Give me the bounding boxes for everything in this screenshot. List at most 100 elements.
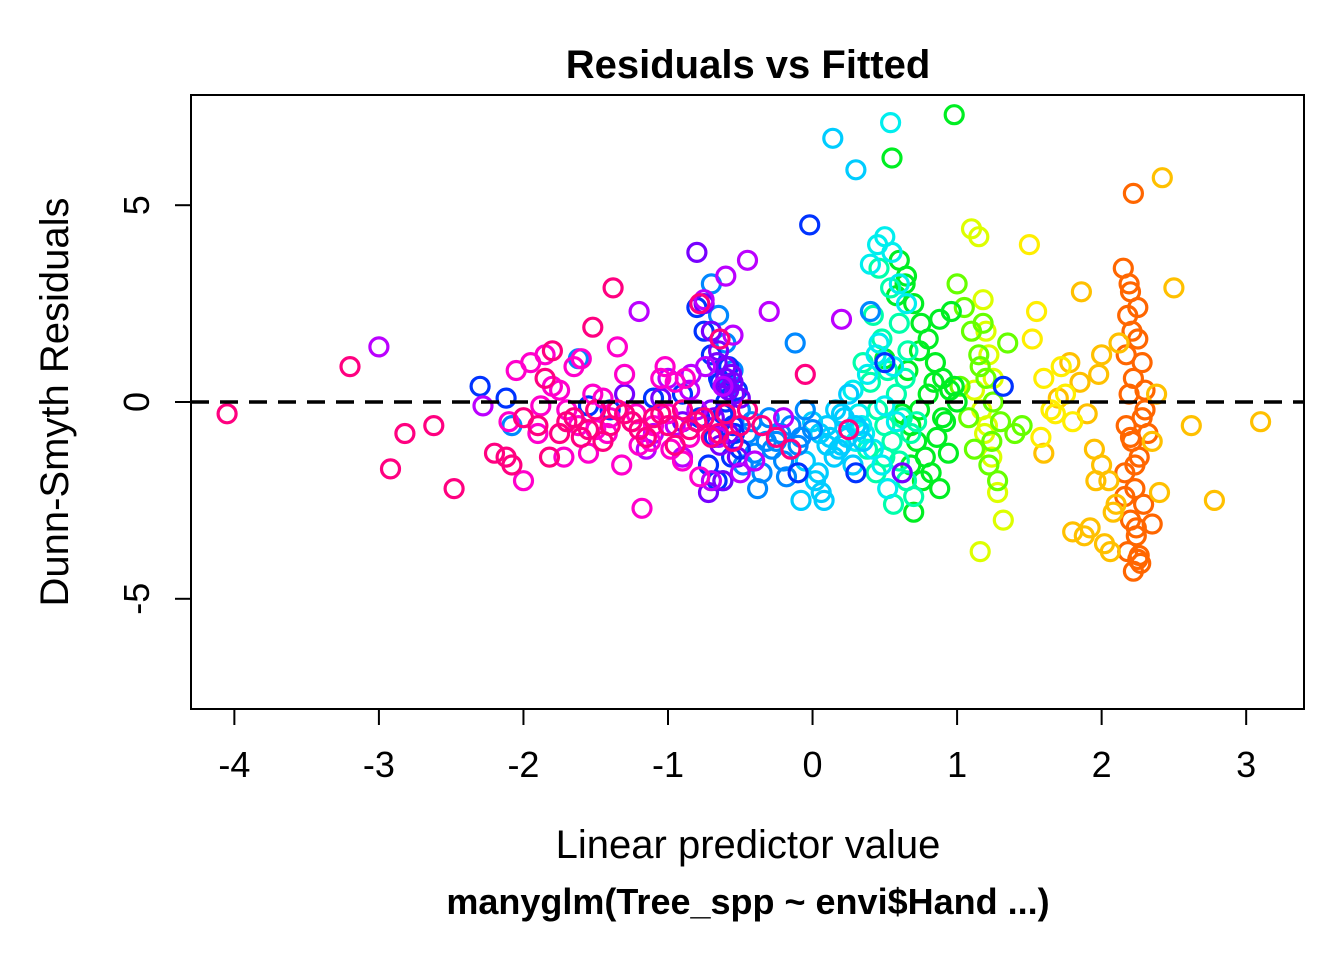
x-axis-label: Linear predictor value: [556, 823, 941, 867]
data-point: [842, 379, 864, 401]
data-point: [660, 438, 682, 460]
data-point: [216, 403, 238, 425]
data-point: [751, 415, 773, 437]
chart-title: Residuals vs Fitted: [566, 43, 931, 87]
data-point: [1018, 234, 1041, 256]
data-point: [888, 273, 910, 295]
data-point: [765, 426, 788, 448]
data-point: [613, 363, 636, 385]
data-point: [722, 324, 744, 346]
data-point: [693, 407, 715, 429]
data-point: [512, 470, 535, 492]
data-point: [929, 478, 951, 500]
data-point: [394, 422, 416, 445]
data-point: [729, 462, 751, 484]
data-point: [874, 352, 896, 374]
data-point: [1141, 513, 1163, 535]
data-point: [816, 415, 838, 437]
data-point: [1033, 442, 1055, 464]
data-point: [534, 367, 556, 389]
data-point: [968, 226, 990, 248]
data-point: [859, 253, 882, 275]
data-point: [992, 375, 1014, 397]
data-point: [838, 419, 860, 441]
data-point: [709, 328, 731, 350]
y-tick-label: 0: [116, 392, 157, 412]
data-point: [845, 462, 867, 484]
data-point: [746, 478, 769, 500]
data-point: [527, 422, 549, 445]
data-point: [772, 407, 795, 429]
data-point: [697, 481, 720, 504]
data-point: [640, 430, 662, 452]
data-point: [905, 411, 928, 433]
data-point: [891, 462, 913, 484]
x-tick-label: 1: [947, 744, 967, 785]
data-point: [602, 277, 624, 299]
data-point: [969, 540, 991, 563]
data-point: [1127, 296, 1149, 319]
data-point: [908, 340, 931, 362]
data-point: [1108, 332, 1130, 354]
data-point: [926, 426, 948, 448]
data-point: [498, 411, 520, 433]
data-point: [712, 375, 734, 397]
data-point: [423, 415, 445, 437]
data-point: [592, 430, 614, 452]
y-axis-label: Dunn-Smyth Residuals: [33, 197, 77, 606]
data-point: [758, 300, 780, 323]
data-point: [1132, 493, 1155, 515]
data-point: [631, 497, 653, 519]
data-point: [903, 501, 925, 523]
data-point: [548, 422, 571, 445]
data-point: [900, 422, 922, 445]
data-point: [810, 481, 832, 504]
data-point: [895, 293, 918, 315]
data-point: [674, 367, 696, 389]
data-point: [888, 312, 910, 334]
data-point: [992, 509, 1014, 531]
data-point: [582, 383, 604, 405]
data-point: [946, 273, 968, 295]
data-point: [671, 399, 694, 421]
data-point: [1180, 415, 1202, 437]
data-point: [1085, 470, 1107, 492]
data-point: [851, 415, 873, 437]
data-point: [790, 489, 812, 511]
x-tick-label: -1: [652, 744, 684, 785]
data-point: [794, 363, 816, 385]
data-point: [1090, 344, 1113, 366]
data-point: [472, 395, 494, 417]
data-point: [712, 470, 734, 492]
data-point: [1141, 430, 1163, 452]
data-point: [903, 485, 925, 508]
x-tick-label: -3: [363, 744, 395, 785]
data-point: [963, 379, 986, 401]
data-point: [1069, 371, 1091, 393]
data-point: [1134, 379, 1156, 401]
data-point: [1125, 525, 1147, 547]
data-point: [1062, 411, 1084, 433]
data-point: [650, 367, 672, 389]
data-point: [978, 454, 1000, 476]
data-point: [1025, 300, 1048, 323]
data-point: [527, 415, 549, 437]
data-point: [807, 462, 829, 484]
data-point: [606, 399, 629, 421]
x-tick-label: 0: [803, 744, 823, 785]
data-point: [838, 383, 860, 405]
data-point: [894, 273, 916, 295]
data-point: [981, 430, 1003, 452]
data-point: [911, 470, 934, 492]
y-tick-label: -5: [116, 583, 157, 615]
data-point: [881, 147, 903, 169]
data-point: [859, 300, 882, 323]
data-point: [986, 470, 1009, 492]
data-point: [953, 296, 975, 319]
data-point: [937, 442, 960, 464]
data-point: [693, 289, 715, 311]
data-point: [654, 356, 676, 378]
data-point: [1121, 320, 1143, 342]
data-point: [958, 407, 980, 429]
